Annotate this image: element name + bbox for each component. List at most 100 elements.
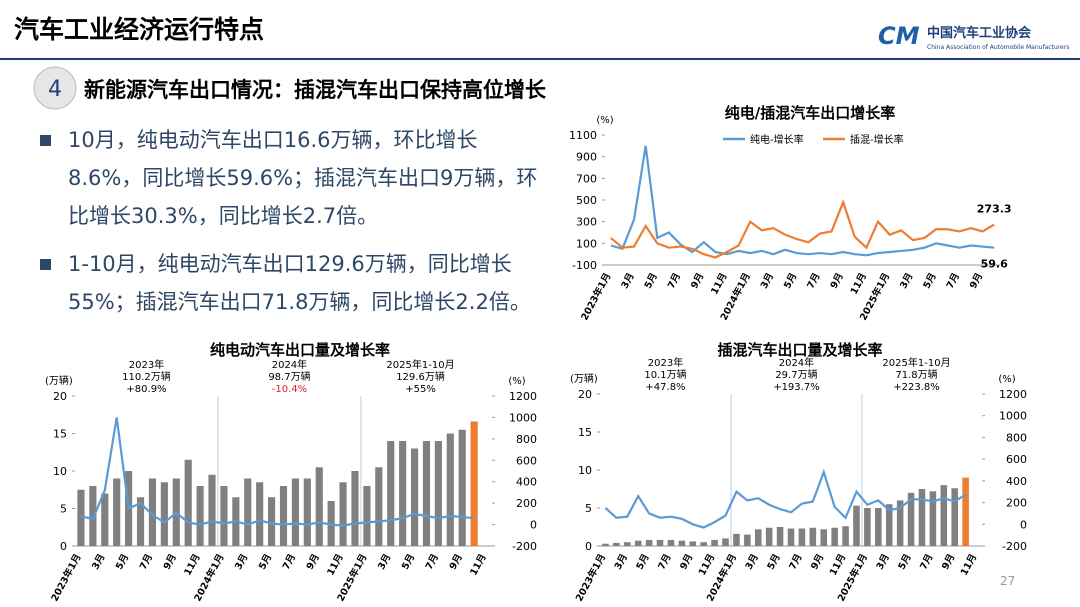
bar	[279, 486, 288, 546]
bar	[434, 441, 442, 546]
bar	[148, 478, 157, 546]
y-tick-label: 10	[578, 464, 592, 477]
logo-mark: CM	[878, 22, 920, 50]
y2-tick-label: 0	[530, 519, 537, 532]
bar	[776, 527, 784, 546]
bar	[196, 486, 204, 546]
annotation-volume: 29.7万辆	[775, 368, 817, 381]
x-tick-label: 9月	[689, 271, 706, 290]
bar	[831, 527, 838, 546]
x-tick-label: 11月	[828, 552, 848, 577]
bar	[375, 467, 383, 546]
x-tick-label: 7月	[138, 552, 155, 571]
x-tick-label: 3月	[613, 552, 630, 571]
x-tick-label: 11月	[325, 552, 345, 577]
y-tick-label: 20	[53, 390, 67, 403]
y-tick-label: 900	[576, 151, 597, 164]
y2-unit: (%)	[998, 374, 1015, 385]
line	[610, 198, 995, 259]
annotation-growth: +80.9%	[126, 384, 166, 395]
y2-tick-label: 800	[1006, 431, 1027, 444]
x-tick-label: 11月	[849, 271, 869, 296]
bar	[853, 505, 860, 546]
y2-tick-label: 1200	[999, 388, 1027, 401]
bar	[624, 542, 631, 546]
bar	[602, 543, 609, 546]
chart-title: 纯电动汽车出口量及增长率	[210, 341, 390, 359]
y-tick-label: 10	[53, 465, 67, 478]
y-unit: (%)	[596, 115, 613, 126]
bullet-marker	[40, 135, 51, 146]
y-unit: (万辆)	[570, 372, 598, 385]
bar	[613, 542, 620, 546]
bar	[184, 459, 192, 546]
bar	[101, 493, 109, 546]
x-tick-label: 7月	[424, 552, 441, 571]
legend-label: 插混-增长率	[850, 133, 904, 146]
bar	[351, 471, 359, 546]
x-tick-label: 5月	[765, 552, 782, 571]
bar	[291, 478, 299, 546]
bullet-text: 10月，纯电动汽车出口16.6万辆，环比增长8.6%，同比增长59.6%；插混汽…	[68, 128, 538, 228]
y2-unit: (%)	[508, 376, 525, 387]
chart-title: 纯电/插混汽车出口增长率	[725, 104, 895, 122]
line	[80, 417, 475, 527]
bar	[733, 533, 740, 546]
x-tick-label: 7月	[666, 271, 683, 290]
bar	[160, 482, 168, 546]
bar	[896, 500, 904, 546]
page-number: 27	[1000, 574, 1015, 588]
bar	[744, 534, 751, 546]
x-tick-label: 7月	[787, 552, 804, 571]
legend-label: 纯电-增长率	[750, 133, 804, 146]
bar	[754, 529, 762, 546]
bar	[875, 508, 882, 546]
annotation-volume: 110.2万辆	[122, 370, 171, 383]
bar	[113, 478, 121, 546]
annotation-growth: -10.4%	[272, 384, 307, 395]
y2-tick-label: 1000	[999, 410, 1027, 423]
data-label: 273.3	[977, 203, 1012, 216]
x-tick-label: 9月	[829, 271, 846, 290]
bar	[136, 497, 145, 546]
x-tick-label: 9月	[162, 552, 179, 571]
bar	[962, 477, 969, 546]
bar	[220, 486, 228, 546]
x-tick-label: 7月	[281, 552, 298, 571]
x-tick-label: 2023年1月	[578, 271, 613, 323]
header-title: 汽车工业经济运行特点	[14, 15, 264, 44]
y-tick-label: -100	[572, 259, 597, 272]
x-tick-label: 2023年1月	[573, 552, 608, 604]
x-tick-label: 5月	[257, 552, 274, 571]
annotation-year: 2023年	[648, 356, 683, 369]
x-tick-label: 5月	[400, 552, 417, 571]
annotation-growth: +193.7%	[773, 382, 820, 393]
data-label: 59.6	[981, 258, 1008, 271]
bar	[303, 478, 311, 546]
y2-tick-label: 400	[1006, 475, 1027, 488]
y-tick-label: 15	[53, 428, 67, 441]
y2-tick-label: -200	[512, 540, 537, 553]
x-tick-label: 5月	[896, 552, 913, 571]
y-tick-label: 0	[60, 540, 67, 553]
bar	[722, 538, 729, 546]
bar	[645, 539, 653, 546]
x-tick-label: 11月	[697, 552, 717, 577]
section-badge	[33, 66, 77, 110]
y-tick-label: 5	[585, 502, 592, 515]
x-tick-label: 11月	[182, 552, 202, 577]
bar	[798, 528, 806, 546]
bullet-marker	[40, 259, 51, 270]
bar	[77, 489, 85, 546]
bar	[268, 497, 276, 546]
x-tick-label: 5月	[921, 271, 938, 290]
bar	[711, 539, 718, 546]
y-tick-label: 100	[576, 237, 597, 250]
section-title: 新能源汽车出口情况：插混汽车出口保持高位增长	[84, 78, 547, 102]
x-tick-label: 7月	[945, 271, 962, 290]
y2-tick-label: 200	[516, 497, 537, 510]
bar	[885, 504, 893, 546]
x-tick-label: 3月	[759, 271, 776, 290]
